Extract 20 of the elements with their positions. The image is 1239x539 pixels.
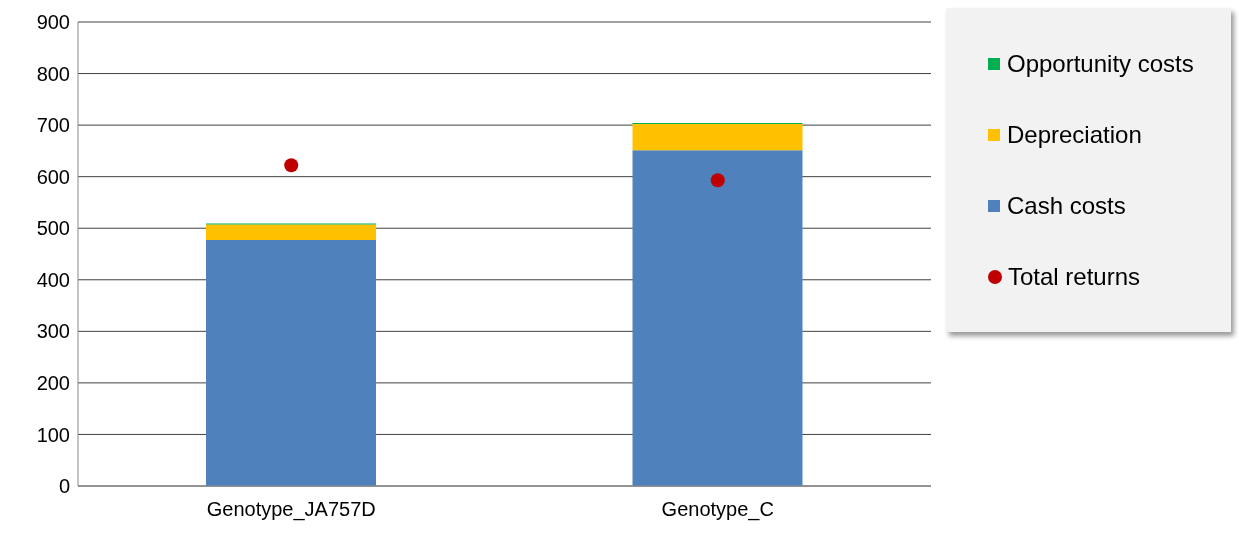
legend-label: Total returns — [1008, 262, 1141, 291]
bar — [206, 240, 376, 486]
legend-label: Cash costs — [1007, 191, 1126, 220]
legend-label: Depreciation — [1007, 120, 1142, 149]
x-tick-label: Genotype_C — [661, 498, 774, 522]
y-tick-label: 900 — [36, 11, 70, 34]
bar — [206, 224, 376, 241]
y-tick-label: 600 — [36, 165, 70, 188]
bar — [632, 124, 803, 151]
y-tick-label: 400 — [36, 268, 70, 291]
y-tick-label: 700 — [36, 114, 70, 137]
y-tick-label: 0 — [58, 475, 70, 498]
bar — [632, 150, 803, 486]
y-tick-label: 800 — [36, 62, 70, 85]
y-tick-label: 500 — [36, 217, 70, 240]
x-tick-label: Genotype_JA757D — [206, 498, 376, 522]
y-tick-label: 300 — [36, 320, 70, 343]
y-tick-label: 200 — [36, 371, 70, 394]
y-tick-label: 100 — [36, 423, 70, 446]
legend-label: Opportunity costs — [1007, 49, 1194, 78]
